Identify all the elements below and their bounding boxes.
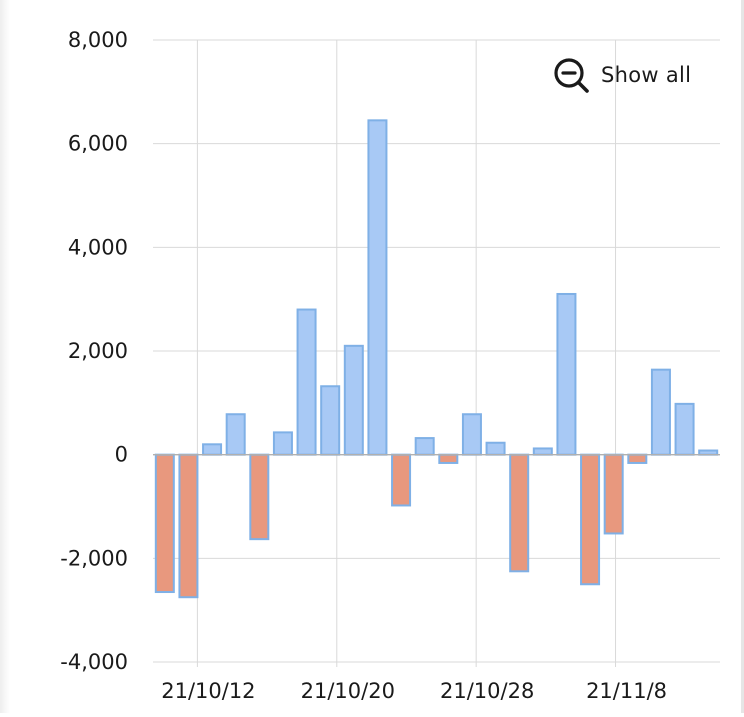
- bar-negative: [178, 453, 199, 599]
- grid: [153, 39, 720, 667]
- bar-positive: [556, 292, 577, 456]
- y-tick-label: 4,000: [68, 235, 128, 259]
- bar-positive: [485, 441, 506, 456]
- bar-positive: [296, 308, 317, 456]
- y-tick-label: 2,000: [68, 339, 128, 363]
- show-all-label: Show all: [601, 63, 692, 87]
- bar-positive: [343, 344, 364, 456]
- bar-positive: [650, 368, 671, 456]
- x-tick-label: 21/11/8: [586, 679, 667, 703]
- bar-positive: [225, 413, 246, 456]
- y-tick-label: 8,000: [68, 28, 128, 52]
- bar-positive: [272, 431, 293, 456]
- bar-negative: [249, 453, 270, 541]
- bar-positive: [461, 413, 482, 456]
- bar-negative: [580, 453, 601, 586]
- bar-positive: [202, 443, 223, 456]
- bar-negative: [391, 453, 412, 507]
- bars: [154, 119, 719, 599]
- x-tick-label: 21/10/28: [440, 679, 534, 703]
- y-tick-label: 6,000: [68, 132, 128, 156]
- x-tick-label: 21/10/12: [161, 679, 255, 703]
- bar-negative: [627, 453, 648, 464]
- bar-negative: [438, 453, 459, 464]
- bar-positive: [320, 385, 341, 456]
- bar-negative: [509, 453, 530, 573]
- zoom-out-icon: [554, 58, 589, 93]
- bar-positive: [367, 119, 388, 456]
- left-edge: [0, 0, 10, 713]
- bar-positive: [414, 437, 435, 456]
- bar-negative: [603, 453, 624, 535]
- y-tick-label: -2,000: [60, 546, 128, 570]
- show-all-button[interactable]: Show all: [552, 56, 691, 94]
- bar-positive: [532, 447, 553, 456]
- x-tick-label: 21/10/20: [301, 679, 395, 703]
- right-edge: [741, 0, 744, 713]
- y-tick-label: -4,000: [60, 650, 128, 674]
- y-tick-label: 0: [115, 443, 128, 467]
- bar-negative: [154, 453, 175, 594]
- bar-positive: [674, 402, 695, 456]
